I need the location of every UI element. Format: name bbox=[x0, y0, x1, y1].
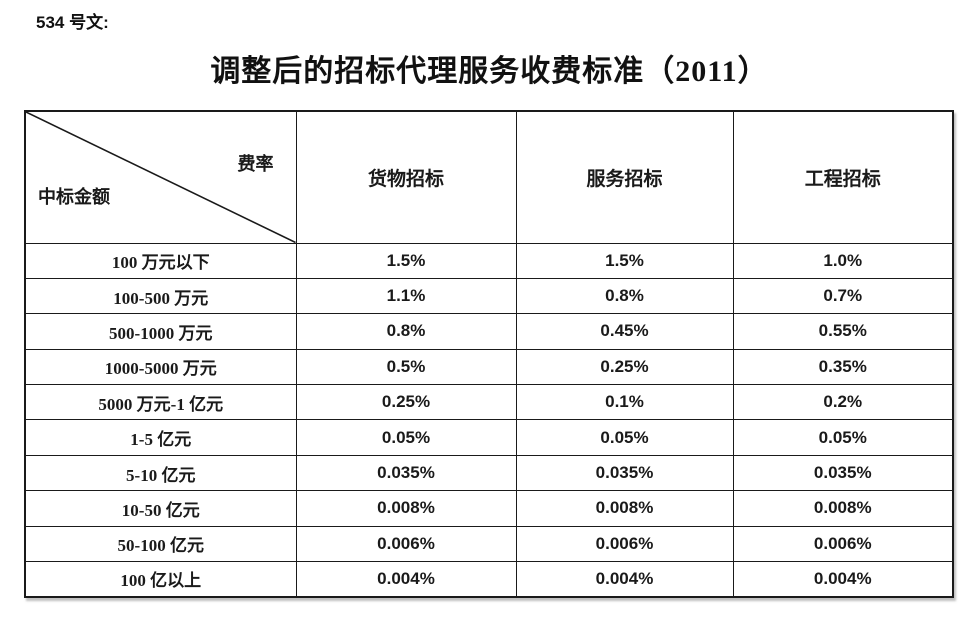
amount-range-cell: 1-5 亿元 bbox=[24, 419, 297, 456]
rate-cell: 0.05% bbox=[732, 419, 954, 456]
amount-range-cell: 50-100 亿元 bbox=[24, 525, 297, 563]
rate-cell: 0.035% bbox=[515, 454, 734, 492]
rate-cell: 1.5% bbox=[515, 242, 734, 279]
table-row: 50-100 亿元 0.006% 0.006% 0.006% bbox=[24, 525, 954, 563]
rate-cell: 0.008% bbox=[295, 490, 517, 527]
rate-cell: 1.5% bbox=[295, 242, 517, 279]
amount-range-cell: 100-500 万元 bbox=[24, 277, 297, 315]
rate-cell: 0.004% bbox=[515, 561, 734, 598]
corner-label-rate: 费率 bbox=[237, 154, 274, 174]
rate-cell: 0.25% bbox=[295, 384, 517, 421]
rate-cell: 0.8% bbox=[515, 277, 734, 315]
amount-range-cell: 100 万元以下 bbox=[24, 242, 297, 279]
page-title: 调整后的招标代理服务收费标准（2011） bbox=[210, 55, 769, 88]
rate-cell: 0.006% bbox=[515, 525, 734, 563]
rate-cell: 0.1% bbox=[515, 384, 734, 421]
amount-range-cell: 500-1000 万元 bbox=[24, 313, 297, 350]
rate-cell: 0.25% bbox=[515, 348, 734, 386]
rate-cell: 0.006% bbox=[732, 525, 954, 563]
table-row: 100 万元以下 1.5% 1.5% 1.0% bbox=[24, 242, 954, 279]
rate-cell: 0.035% bbox=[295, 454, 517, 492]
rate-cell: 0.004% bbox=[732, 561, 954, 598]
column-header-engineering: 工程招标 bbox=[732, 110, 954, 244]
column-header-goods: 货物招标 bbox=[295, 110, 517, 244]
rate-cell: 1.1% bbox=[295, 277, 517, 315]
rate-cell: 0.35% bbox=[732, 348, 954, 386]
table-row: 5000 万元-1 亿元 0.25% 0.1% 0.2% bbox=[24, 384, 954, 421]
rate-cell: 0.45% bbox=[515, 313, 734, 350]
rate-cell: 0.2% bbox=[732, 384, 954, 421]
table-row: 1000-5000 万元 0.5% 0.25% 0.35% bbox=[24, 348, 954, 386]
table-row: 10-50 亿元 0.008% 0.008% 0.008% bbox=[24, 490, 954, 527]
rate-cell: 1.0% bbox=[732, 242, 954, 279]
rate-cell: 0.7% bbox=[732, 277, 954, 315]
amount-range-cell: 5-10 亿元 bbox=[24, 454, 297, 492]
rate-cell: 0.8% bbox=[295, 313, 517, 350]
rate-cell: 0.004% bbox=[295, 561, 517, 598]
rate-cell: 0.035% bbox=[732, 454, 954, 492]
table-row: 100-500 万元 1.1% 0.8% 0.7% bbox=[24, 277, 954, 315]
rate-cell: 0.55% bbox=[732, 313, 954, 350]
column-header-service: 服务招标 bbox=[515, 110, 734, 244]
amount-range-cell: 1000-5000 万元 bbox=[24, 348, 297, 386]
rate-cell: 0.05% bbox=[295, 419, 517, 456]
rate-cell: 0.006% bbox=[295, 525, 517, 563]
corner-label-amount: 中标金额 bbox=[38, 186, 110, 207]
table-row: 1-5 亿元 0.05% 0.05% 0.05% bbox=[24, 419, 954, 456]
doc-number-label: 534 号文: bbox=[36, 13, 109, 32]
amount-range-cell: 10-50 亿元 bbox=[24, 490, 297, 527]
fee-standard-table: 费率 中标金额 货物招标 服务招标 工程招标 100 万元以下 1.5% 1.5… bbox=[24, 110, 954, 598]
rate-cell: 0.05% bbox=[515, 419, 734, 456]
table-row: 5-10 亿元 0.035% 0.035% 0.035% bbox=[24, 454, 954, 492]
rate-cell: 0.5% bbox=[295, 348, 517, 386]
corner-header-cell: 费率 中标金额 bbox=[24, 110, 297, 244]
amount-range-cell: 100 亿以上 bbox=[24, 561, 297, 598]
table-header-row: 费率 中标金额 货物招标 服务招标 工程招标 bbox=[24, 110, 954, 244]
rate-cell: 0.008% bbox=[732, 490, 954, 527]
table-row: 100 亿以上 0.004% 0.004% 0.004% bbox=[24, 561, 954, 598]
amount-range-cell: 5000 万元-1 亿元 bbox=[24, 384, 297, 421]
table-row: 500-1000 万元 0.8% 0.45% 0.55% bbox=[24, 313, 954, 350]
diagonal-divider-line bbox=[26, 112, 295, 242]
rate-cell: 0.008% bbox=[515, 490, 734, 527]
